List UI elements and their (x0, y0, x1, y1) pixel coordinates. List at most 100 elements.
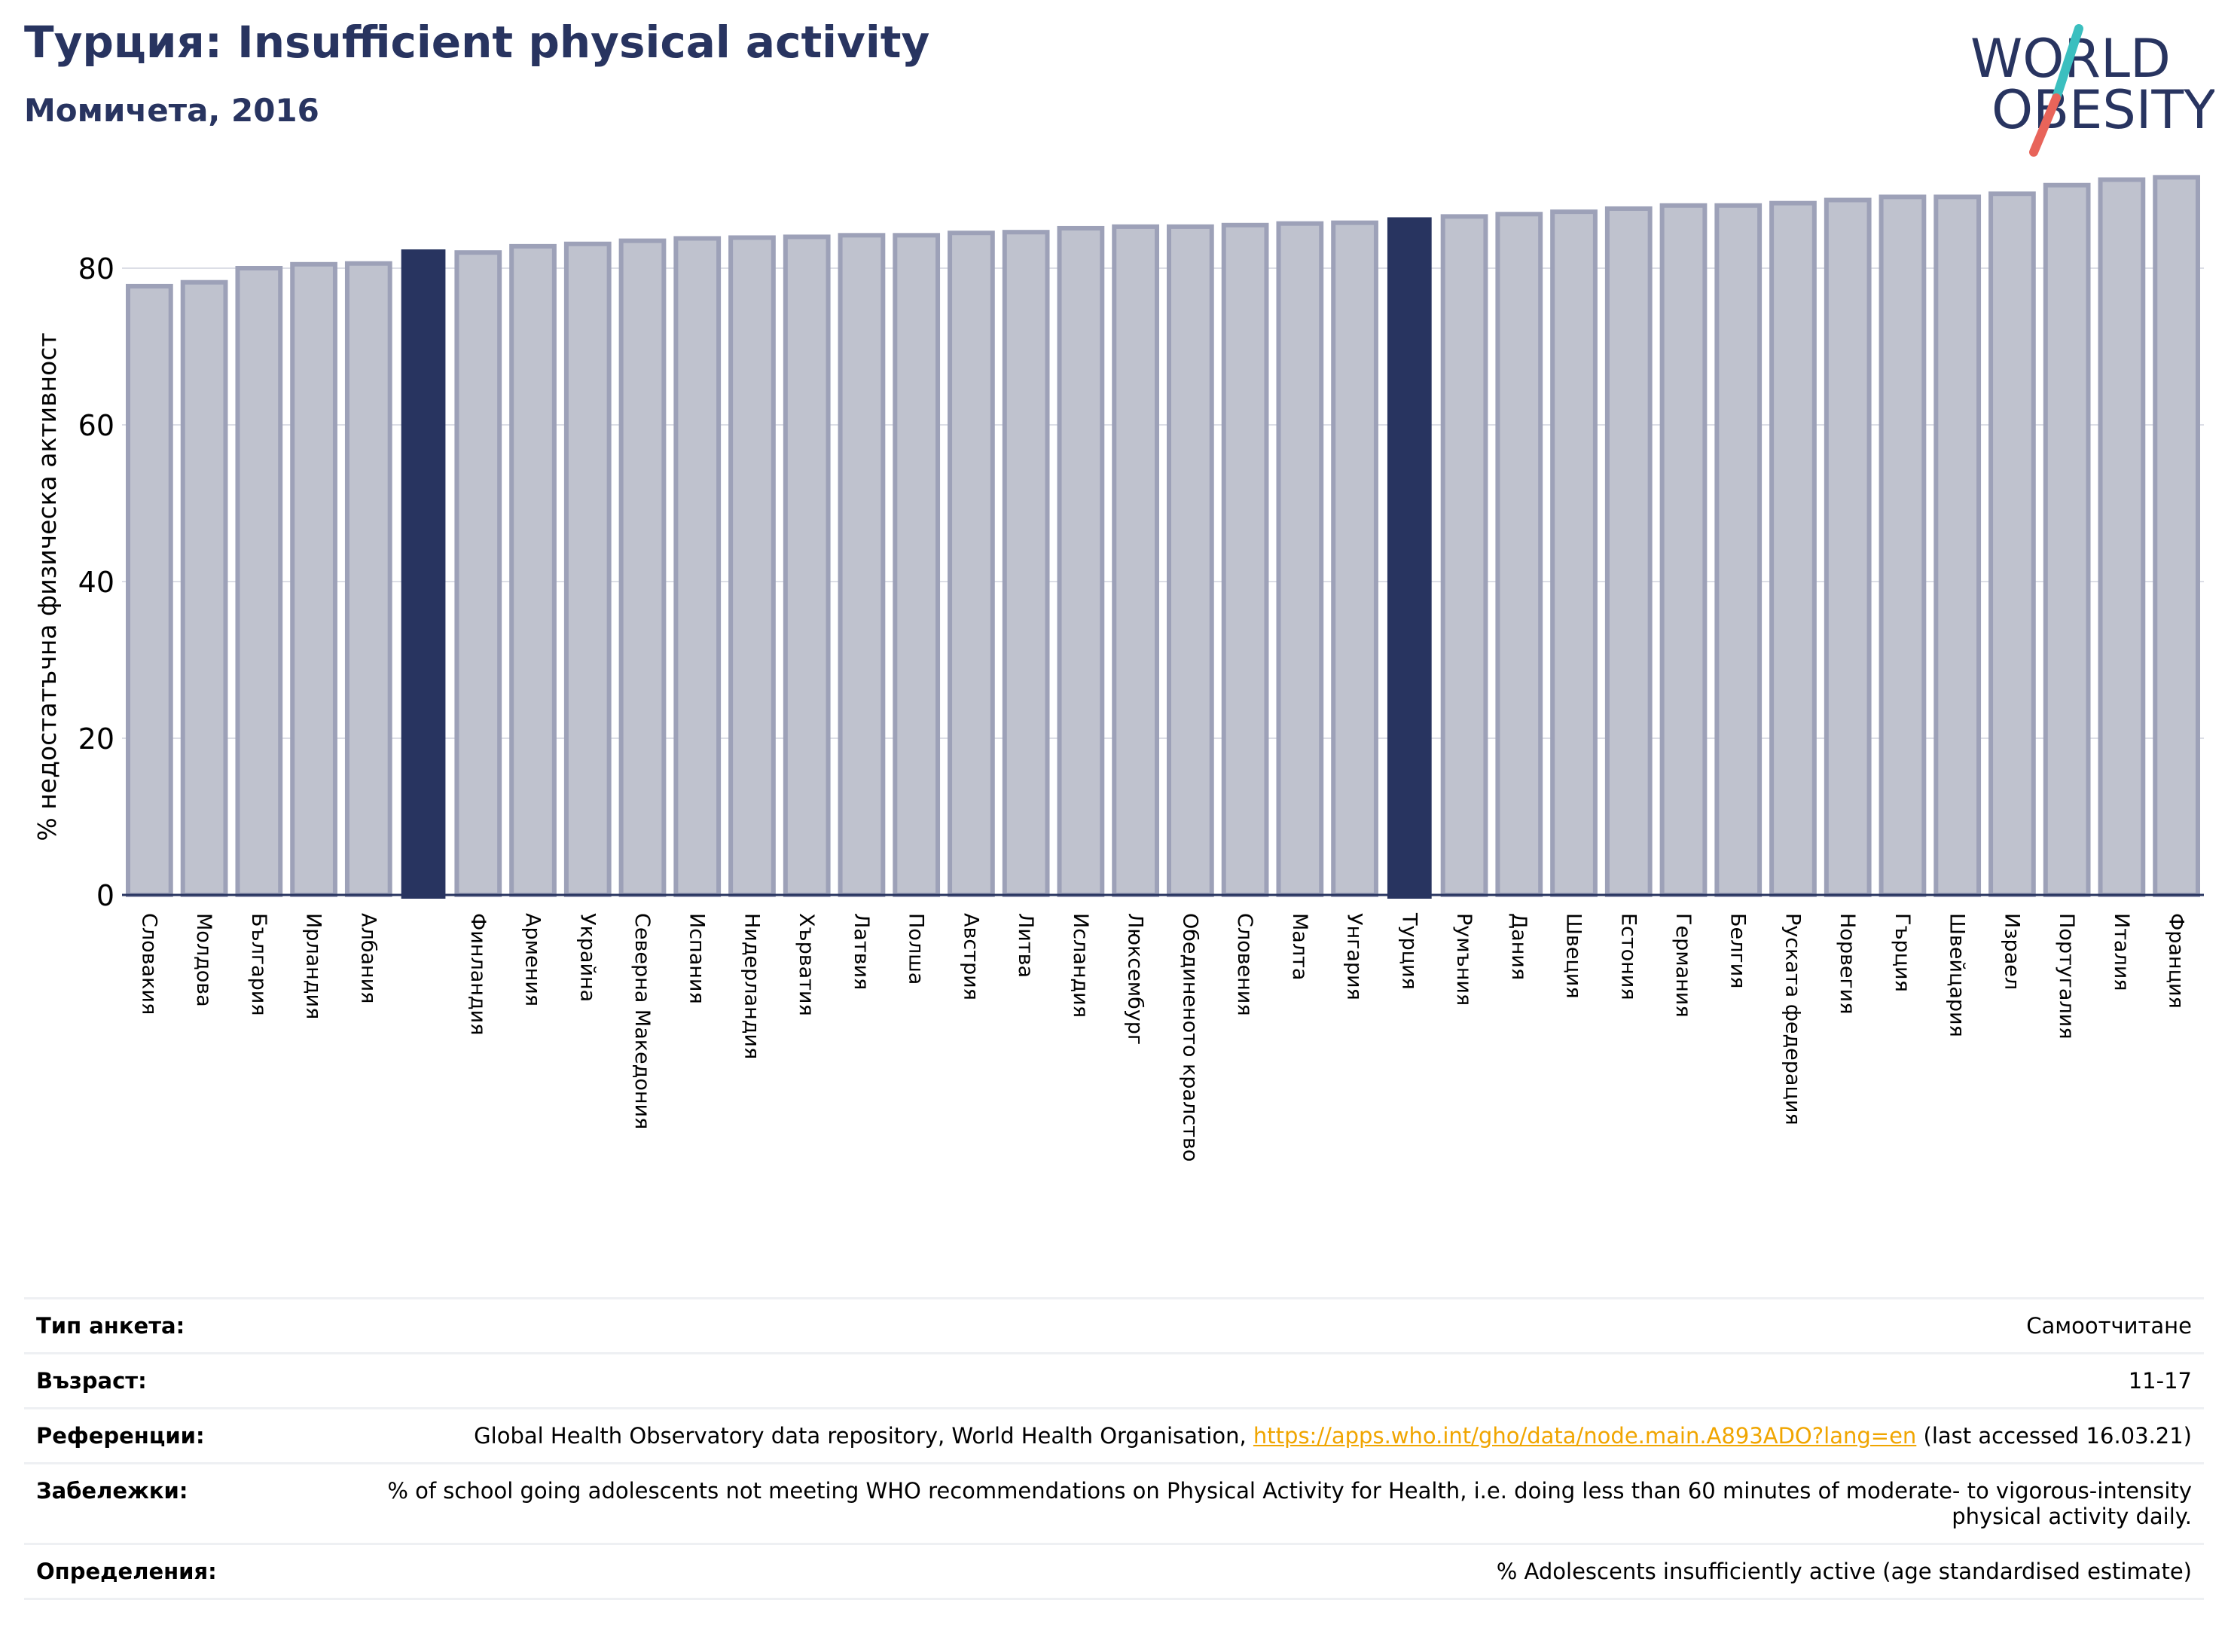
reference-text: Global Health Observatory data repositor… (474, 1423, 1253, 1449)
x-tick-label: Естония (1616, 913, 1640, 1000)
x-tick-label: Люксембург (1124, 913, 1147, 1045)
bar (1824, 197, 1872, 897)
x-tick-label: Израел (2000, 913, 2023, 990)
x-tick-label: Украйна (575, 913, 599, 1002)
chart-subtitle: Момичета, 2016 (24, 92, 319, 129)
info-value: Самоотчитане (2026, 1313, 2192, 1339)
bar (290, 261, 337, 897)
x-tick-label: Литва (1014, 913, 1037, 978)
x-tick-label: Словакия (137, 913, 160, 1015)
info-label: Определения: (36, 1559, 217, 1584)
bar (1769, 200, 1817, 897)
x-tick-label: Норвегия (1836, 913, 1859, 1014)
bar (2153, 175, 2200, 898)
info-label: Забележки: (36, 1478, 188, 1504)
info-value: % Adolescents insufficiently active (age… (1496, 1559, 2192, 1584)
x-tick-label: Хърватия (795, 913, 818, 1016)
info-label: Референции: (36, 1423, 205, 1449)
x-tick-label: Италия (2110, 913, 2133, 991)
bar (1604, 206, 1653, 897)
info-row-references: Референции: Global Health Observatory da… (24, 1408, 2204, 1464)
bar (1550, 209, 1598, 897)
logo-text-obesity: OBESITY (1991, 79, 2214, 141)
y-tick-label: 20 (78, 722, 114, 756)
info-label: Тип анкета: (36, 1313, 185, 1339)
bar (1387, 217, 1432, 899)
x-tick-label: Швейцария (1946, 913, 1969, 1037)
info-value: Global Health Observatory data repositor… (365, 1409, 2204, 1464)
bar (344, 261, 392, 897)
bar (235, 266, 283, 897)
bar (1440, 214, 1488, 897)
chart-title: Турция: Insufficient physical activity (24, 17, 930, 68)
bar (838, 233, 886, 897)
x-tick-label: Испания (685, 913, 709, 1004)
x-tick-label: Дания (1507, 913, 1531, 980)
bar (1276, 221, 1324, 898)
reference-access-note: (last accessed 16.03.21) (1916, 1423, 2193, 1449)
bar (1988, 191, 2036, 897)
bar (1659, 203, 1708, 897)
x-tick-label: Молдова (192, 913, 215, 1007)
x-tick-label: Белгия (1726, 913, 1750, 988)
bar (401, 249, 446, 899)
y-tick-label: 60 (78, 409, 114, 442)
bar (1879, 194, 1927, 897)
info-row-age: Възраст: 11-17 (24, 1353, 2204, 1409)
x-tick-label: Гърция (1891, 913, 1914, 992)
x-tick-label: Исландия (1069, 913, 1092, 1018)
x-tick-label: България (247, 913, 270, 1016)
x-tick-label: Армения (521, 913, 545, 1006)
bar (126, 283, 173, 898)
bar (2043, 182, 2091, 897)
bar (893, 233, 941, 897)
bar (728, 235, 776, 897)
info-row-survey-type: Тип анкета: Самоотчитане (24, 1298, 2204, 1354)
y-axis-label: % недостатъчна физическа активност (32, 332, 62, 841)
x-tick-label: Северна Македония (630, 913, 654, 1129)
x-tick-label: Нидерландия (740, 913, 763, 1059)
bar (948, 231, 995, 897)
bar (1112, 224, 1159, 897)
x-tick-label: Германия (1671, 913, 1695, 1018)
x-tick-label: Латвия (850, 913, 873, 990)
bar (1221, 222, 1269, 897)
y-tick-label: 40 (78, 566, 114, 599)
bar (1714, 203, 1763, 897)
x-tick-label: Унгария (1343, 913, 1366, 1000)
x-tick-label: Румъния (1452, 913, 1476, 1006)
x-tick-label: Руската федерация (1781, 913, 1804, 1125)
bar (1057, 225, 1105, 897)
bar (1002, 230, 1050, 898)
bar (563, 241, 612, 897)
x-tick-label: Австрия (959, 913, 982, 1000)
world-obesity-logo: WORLD OBESITY (1970, 24, 2214, 157)
y-tick-label: 0 (96, 879, 114, 912)
x-tick-label: Франция (2165, 913, 2188, 1009)
x-tick-label: Малта (1288, 913, 1311, 980)
bar (1933, 194, 1982, 897)
info-table: Тип анкета: Самоотчитане Възраст: 11-17 … (24, 1297, 2204, 1600)
bar (1167, 224, 1214, 897)
x-tick-label: Словения (1233, 913, 1256, 1016)
x-tick-label: Швеция (1562, 913, 1586, 999)
bar (673, 236, 722, 898)
reference-link[interactable]: https://apps.who.int/gho/data/node.main.… (1253, 1423, 1917, 1449)
x-tick-label: Турция (1397, 912, 1421, 990)
x-tick-label: Португалия (2055, 913, 2078, 1039)
x-tick-label: Финландия (466, 913, 490, 1035)
bar (2098, 177, 2146, 898)
bar-chart: 0 20 40 60 80 % недостатъчна физическа активн… (32, 175, 2204, 1162)
x-tick-label: Ирландия (302, 913, 325, 1019)
info-value: 11-17 (2128, 1368, 2192, 1394)
bar (618, 238, 667, 898)
info-value: % of school going adolescents not meetin… (387, 1478, 2192, 1529)
bar (783, 234, 831, 897)
info-row-notes: Забележки: % of school going adolescents… (24, 1463, 2204, 1544)
logo-slash-top (2052, 24, 2083, 102)
bar (1495, 212, 1543, 897)
bar (454, 250, 502, 897)
info-row-definitions: Определения: % Adolescents insufficientl… (24, 1544, 2204, 1599)
y-tick-label: 80 (78, 252, 114, 286)
info-label: Възраст: (36, 1368, 147, 1394)
